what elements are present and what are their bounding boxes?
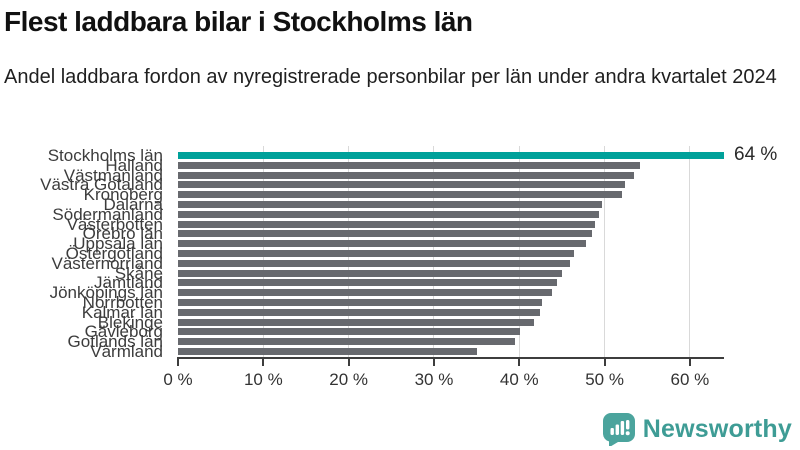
x-tick-10 xyxy=(262,359,265,366)
newsworthy-wordmark: Newsworthy xyxy=(642,415,792,443)
chart-subtitle: Andel laddbara fordon av nyregistrerade … xyxy=(4,66,777,88)
x-tick-60 xyxy=(688,359,691,366)
category-label: Gotlands län xyxy=(67,332,163,352)
category-label: Västernorrland xyxy=(51,253,163,273)
bar-vasterbotten xyxy=(178,220,596,228)
bar-kronoberg xyxy=(178,191,622,199)
bar-gotlands-lan xyxy=(178,338,515,346)
category-label: Östergötland xyxy=(65,244,163,263)
x-tick-label: 40 % xyxy=(499,370,539,389)
bar-uppsala-lan xyxy=(178,240,586,248)
gridline-50 xyxy=(604,146,606,358)
category-label: Kalmar län xyxy=(81,302,163,322)
bar-varmland xyxy=(178,348,477,355)
bar-gavleborg xyxy=(178,328,521,336)
category-label: Gävleborg xyxy=(84,322,163,342)
bar-blekinge xyxy=(178,318,534,326)
category-label: Västra Götaland xyxy=(40,175,163,195)
category-label: Dalarna xyxy=(103,195,163,214)
category-label: Jämtland xyxy=(94,273,163,293)
bar-skane xyxy=(178,269,562,277)
category-label: Västmanland xyxy=(63,165,163,185)
category-label: Halland xyxy=(105,155,163,175)
x-tick-label: 50 % xyxy=(585,370,624,389)
gridline-60 xyxy=(689,146,691,358)
bar-dalarna xyxy=(178,201,602,208)
bar-halland xyxy=(178,161,641,169)
category-label: Blekinge xyxy=(97,312,163,332)
bar-sodermanland xyxy=(178,210,600,218)
category-label: Skåne xyxy=(114,263,163,283)
bar-orebro-lan xyxy=(178,230,592,238)
x-tick-label: 10 % xyxy=(243,370,283,389)
bar-ostergotland xyxy=(178,250,574,257)
x-tick-20 xyxy=(347,359,350,366)
bar-vasternorrland xyxy=(178,259,570,267)
x-tick-label: 20 % xyxy=(329,370,368,389)
bar-vastmanland xyxy=(178,171,634,179)
max-value-annotation: 64 % xyxy=(734,144,778,165)
x-tick-label: 60 % xyxy=(670,370,710,389)
bar-chart-speech-bubble-icon xyxy=(602,413,635,446)
category-label: Stockholms län xyxy=(47,146,163,165)
category-label: Värmland xyxy=(90,342,163,361)
x-axis-line xyxy=(177,357,724,359)
bar-kalmar-lan xyxy=(178,308,540,316)
category-label: Uppsala län xyxy=(73,234,163,254)
bar-norrbotten xyxy=(178,299,543,306)
x-tick-30 xyxy=(432,359,435,366)
x-tick-label: 0 % xyxy=(163,370,193,389)
chart-title: Flest laddbara bilar i Stockholms län xyxy=(4,6,473,37)
category-label: Jönköpings län xyxy=(49,283,163,303)
bar-jonkopings-lan xyxy=(178,289,552,297)
category-label: Västerbotten xyxy=(66,214,163,234)
category-label: Kronoberg xyxy=(83,185,163,205)
x-tick-label: 30 % xyxy=(414,370,454,389)
x-tick-50 xyxy=(603,359,606,366)
bar-jamtland xyxy=(178,279,557,287)
category-label: Norrbotten xyxy=(82,293,163,312)
x-tick-0 xyxy=(177,359,179,366)
x-tick-40 xyxy=(518,359,521,366)
category-label: Örebro län xyxy=(82,224,163,244)
bar-stockholms-lan xyxy=(178,152,724,159)
newsworthy-logo: Newsworthy xyxy=(602,413,792,446)
bar-vastra-gotaland xyxy=(178,181,626,189)
category-label: Södermanland xyxy=(52,204,163,224)
